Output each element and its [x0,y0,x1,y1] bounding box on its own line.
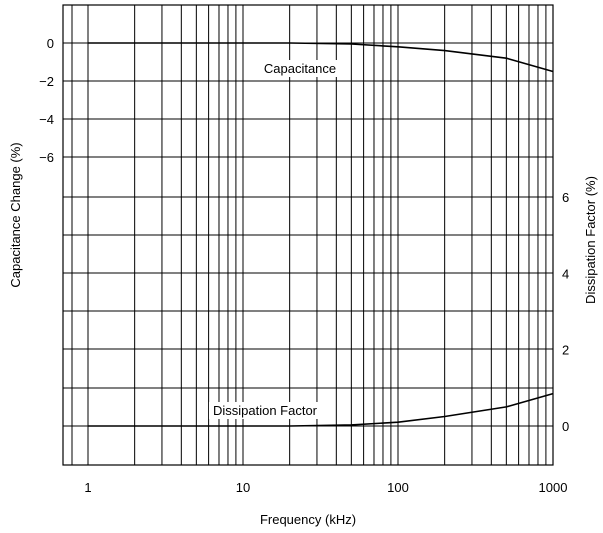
right-y-axis-title: Dissipation Factor (%) [583,176,598,304]
right-y-tick-label: 2 [562,343,569,358]
x-axis-title: Frequency (kHz) [260,512,356,527]
dissipation-factor-curve [88,392,554,427]
capacitance-label: Capacitance [264,61,336,76]
dissipation-factor-label: Dissipation Factor [213,403,318,418]
x-tick-label: 1000 [539,480,568,495]
dissipation-factor-label-background [208,402,322,419]
left-y-tick-label: −4 [39,112,54,127]
left-y-tick-label: −2 [39,74,54,89]
grid [63,5,553,465]
left-y-tick-label: −6 [39,150,54,165]
plot-frame [62,4,554,466]
curves [88,42,554,427]
x-tick-label: 1 [84,480,91,495]
right-y-tick-label: 0 [562,419,569,434]
tick-labels: 1 10 100 1000 0 −2 −4 −6 0 2 4 6 [39,36,569,495]
left-y-axis-title: Capacitance Change (%) [8,142,23,287]
right-y-tick-label: 6 [562,190,569,205]
capacitance-curve [88,42,554,73]
left-y-tick-label: 0 [47,36,54,51]
annotations: Capacitance Dissipation Factor [208,60,341,419]
capacitance-label-background [259,60,341,77]
x-tick-label: 10 [236,480,250,495]
right-y-tick-label: 4 [562,266,569,281]
x-tick-label: 100 [387,480,409,495]
